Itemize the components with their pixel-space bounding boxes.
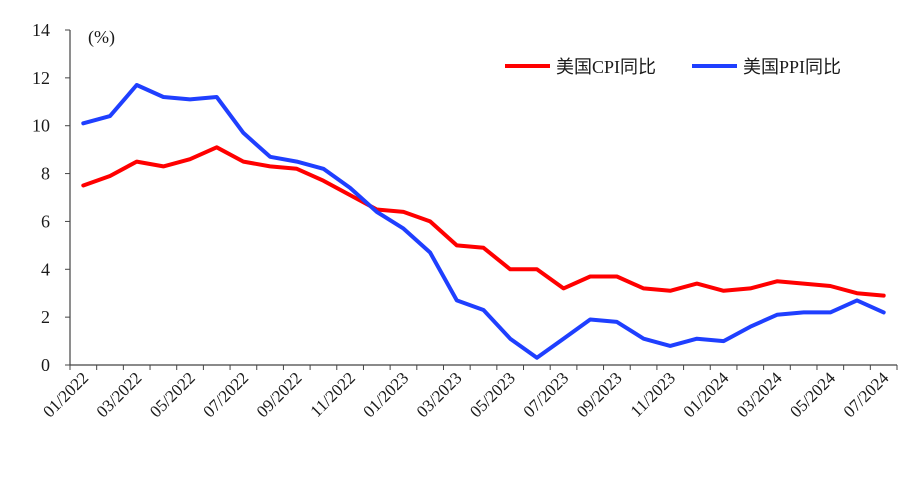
y-tick-label: 10	[32, 116, 50, 136]
x-tick-label: 09/2022	[253, 368, 306, 421]
x-tick-label: 05/2024	[786, 368, 839, 421]
y-tick-label: 12	[32, 68, 50, 88]
y-ticks: 0 2 4 6 8 10 12 14	[32, 20, 70, 375]
x-tick-label: 01/2023	[359, 368, 412, 421]
y-tick-label: 0	[41, 355, 50, 375]
y-tick-label: 4	[41, 259, 50, 279]
y-tick-label: 8	[41, 164, 50, 184]
x-tick-label: 03/2024	[733, 368, 786, 421]
x-tick-label: 07/2023	[520, 368, 573, 421]
series-line-ppi	[81, 83, 886, 360]
x-tick-label: 07/2022	[199, 368, 252, 421]
x-tick-label: 11/2022	[307, 368, 359, 420]
axes	[69, 30, 897, 366]
x-tick-label: 03/2022	[93, 368, 146, 421]
y-tick-label: 14	[32, 20, 50, 40]
legend: 美国CPI同比 美国PPI同比	[505, 57, 841, 77]
x-tick-label: 01/2024	[680, 368, 733, 421]
x-tick-label: 01/2022	[39, 368, 92, 421]
unit-label: (%)	[88, 27, 115, 48]
x-tick-label: 09/2023	[573, 368, 626, 421]
x-tick-label: 05/2022	[146, 368, 199, 421]
x-tick-label: 03/2023	[413, 368, 466, 421]
y-tick-label: 6	[41, 211, 50, 231]
series-line-cpi	[81, 145, 886, 298]
series-layer	[81, 83, 886, 360]
x-ticks: 01/2022 03/2022 05/2022 07/2022 09/2022 11/20…	[39, 365, 898, 421]
legend-label-ppi: 美国PPI同比	[743, 57, 841, 77]
x-tick-label: 07/2024	[840, 368, 893, 421]
y-tick-label: 2	[41, 307, 50, 327]
legend-label-cpi: 美国CPI同比	[556, 57, 656, 77]
x-tick-label: 11/2023	[627, 368, 679, 420]
x-tick-label: 05/2023	[466, 368, 519, 421]
